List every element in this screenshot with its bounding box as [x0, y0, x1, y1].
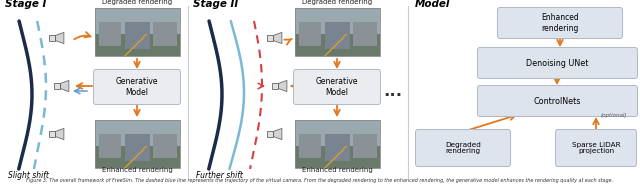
FancyBboxPatch shape: [93, 70, 180, 105]
Text: Stage I: Stage I: [5, 0, 46, 9]
Text: Generative
Model: Generative Model: [116, 77, 158, 97]
Polygon shape: [273, 32, 282, 44]
Text: (optional): (optional): [601, 113, 627, 118]
Text: Further shift: Further shift: [196, 171, 243, 180]
Bar: [99, 134, 120, 158]
Bar: [125, 22, 150, 49]
Polygon shape: [56, 128, 64, 140]
Text: Enhanced rendering: Enhanced rendering: [102, 167, 172, 173]
Text: Sparse LiDAR
projection: Sparse LiDAR projection: [572, 142, 620, 155]
Bar: [353, 134, 376, 158]
Text: Degraded
rendering: Degraded rendering: [445, 142, 481, 155]
Text: Degraded rendering: Degraded rendering: [102, 0, 172, 5]
Bar: [295, 120, 380, 146]
Bar: [295, 120, 380, 168]
Text: ...: ...: [383, 82, 403, 100]
Bar: [295, 146, 380, 168]
Bar: [125, 134, 150, 161]
Bar: [95, 34, 180, 56]
Polygon shape: [278, 80, 287, 92]
FancyBboxPatch shape: [294, 70, 381, 105]
Bar: [300, 22, 321, 46]
Text: Figure 3: The overall framework of FreeSim. The dashed blue line represents the : Figure 3: The overall framework of FreeS…: [26, 178, 614, 183]
FancyBboxPatch shape: [477, 47, 637, 78]
Text: Degraded rendering: Degraded rendering: [302, 0, 372, 5]
Polygon shape: [49, 132, 56, 137]
Bar: [295, 8, 380, 56]
Bar: [95, 120, 180, 168]
Text: Slight shift: Slight shift: [8, 171, 49, 180]
Polygon shape: [271, 84, 278, 89]
Polygon shape: [267, 132, 273, 137]
Polygon shape: [60, 80, 69, 92]
Polygon shape: [273, 128, 282, 140]
FancyBboxPatch shape: [497, 7, 623, 39]
Text: Denoising UNet: Denoising UNet: [526, 59, 589, 68]
FancyBboxPatch shape: [477, 86, 637, 116]
Text: Generative
Model: Generative Model: [316, 77, 358, 97]
Bar: [99, 22, 120, 46]
Polygon shape: [49, 36, 56, 41]
Text: Enhanced rendering: Enhanced rendering: [301, 167, 372, 173]
Bar: [153, 134, 177, 158]
Bar: [324, 22, 350, 49]
Polygon shape: [267, 36, 273, 41]
Polygon shape: [56, 32, 64, 44]
Bar: [300, 134, 321, 158]
Text: Generative
Model: Generative Model: [415, 0, 479, 9]
Text: Enhanced
rendering: Enhanced rendering: [541, 13, 579, 33]
Bar: [95, 146, 180, 168]
Bar: [153, 22, 177, 46]
Bar: [295, 34, 380, 56]
Bar: [95, 8, 180, 34]
Bar: [295, 8, 380, 34]
Text: Stage II: Stage II: [193, 0, 238, 9]
Text: ControlNets: ControlNets: [534, 97, 581, 105]
Polygon shape: [54, 84, 60, 89]
FancyBboxPatch shape: [415, 129, 511, 166]
Bar: [95, 120, 180, 146]
Bar: [353, 22, 376, 46]
Bar: [324, 134, 350, 161]
FancyBboxPatch shape: [556, 129, 637, 166]
Bar: [95, 8, 180, 56]
